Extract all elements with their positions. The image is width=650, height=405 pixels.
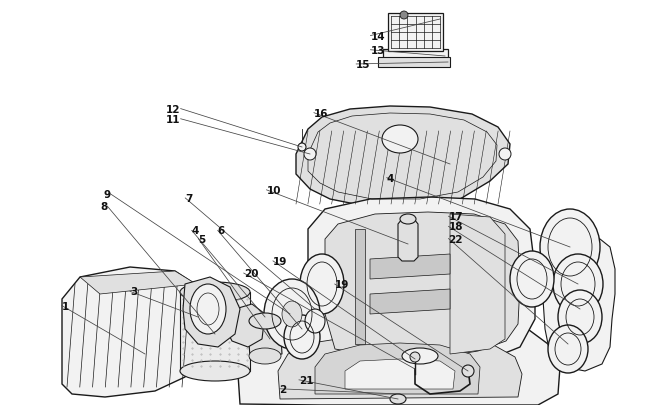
Text: 20: 20 bbox=[244, 269, 258, 278]
Polygon shape bbox=[370, 289, 450, 314]
Text: 9: 9 bbox=[103, 190, 111, 199]
Polygon shape bbox=[370, 254, 450, 279]
Text: 15: 15 bbox=[356, 60, 370, 70]
Text: 4: 4 bbox=[192, 226, 199, 236]
Ellipse shape bbox=[180, 361, 250, 381]
Text: 6: 6 bbox=[218, 226, 225, 236]
Ellipse shape bbox=[462, 365, 474, 377]
Text: 10: 10 bbox=[266, 185, 281, 195]
Polygon shape bbox=[278, 335, 522, 399]
Text: 5: 5 bbox=[198, 234, 205, 244]
Text: 3: 3 bbox=[130, 287, 137, 296]
Text: 1: 1 bbox=[62, 301, 69, 311]
Text: 21: 21 bbox=[299, 375, 313, 385]
Polygon shape bbox=[180, 292, 250, 371]
Text: 17: 17 bbox=[448, 212, 463, 222]
Ellipse shape bbox=[282, 301, 302, 327]
Text: 14: 14 bbox=[370, 32, 385, 41]
Ellipse shape bbox=[390, 394, 406, 404]
Text: 11: 11 bbox=[166, 115, 181, 124]
Text: 19: 19 bbox=[335, 279, 349, 289]
Text: 2: 2 bbox=[280, 384, 287, 394]
Ellipse shape bbox=[510, 252, 554, 307]
Ellipse shape bbox=[499, 149, 511, 161]
Text: 16: 16 bbox=[314, 109, 328, 118]
Polygon shape bbox=[225, 304, 265, 347]
Polygon shape bbox=[355, 230, 365, 344]
Ellipse shape bbox=[400, 12, 408, 20]
Text: 4: 4 bbox=[387, 173, 394, 183]
Ellipse shape bbox=[180, 282, 250, 302]
Ellipse shape bbox=[298, 144, 306, 151]
Ellipse shape bbox=[264, 279, 320, 349]
Text: 12: 12 bbox=[166, 104, 181, 114]
Polygon shape bbox=[543, 231, 615, 371]
Ellipse shape bbox=[190, 284, 226, 334]
Ellipse shape bbox=[410, 352, 420, 362]
Polygon shape bbox=[388, 14, 443, 52]
Ellipse shape bbox=[382, 126, 418, 153]
Text: 7: 7 bbox=[185, 194, 192, 203]
Ellipse shape bbox=[540, 209, 600, 285]
Ellipse shape bbox=[548, 325, 588, 373]
Polygon shape bbox=[378, 58, 450, 68]
Ellipse shape bbox=[304, 149, 316, 161]
Polygon shape bbox=[183, 277, 240, 347]
Text: 19: 19 bbox=[273, 256, 287, 266]
Ellipse shape bbox=[400, 215, 416, 224]
Polygon shape bbox=[398, 220, 418, 261]
Ellipse shape bbox=[249, 348, 281, 364]
Polygon shape bbox=[308, 198, 535, 367]
Polygon shape bbox=[345, 359, 455, 389]
Ellipse shape bbox=[402, 348, 438, 364]
Polygon shape bbox=[450, 215, 505, 354]
Polygon shape bbox=[248, 319, 282, 359]
Text: 22: 22 bbox=[448, 234, 463, 244]
Polygon shape bbox=[383, 50, 448, 60]
Ellipse shape bbox=[558, 290, 602, 344]
Ellipse shape bbox=[284, 315, 320, 359]
Text: 8: 8 bbox=[100, 202, 107, 211]
Text: 18: 18 bbox=[448, 222, 463, 232]
Text: 13: 13 bbox=[370, 46, 385, 55]
Ellipse shape bbox=[249, 313, 281, 329]
Polygon shape bbox=[325, 213, 520, 357]
Polygon shape bbox=[315, 343, 480, 394]
Ellipse shape bbox=[305, 309, 325, 333]
Ellipse shape bbox=[300, 254, 344, 314]
Polygon shape bbox=[62, 267, 200, 397]
Polygon shape bbox=[238, 311, 560, 405]
Polygon shape bbox=[296, 107, 510, 207]
Polygon shape bbox=[80, 271, 196, 294]
Ellipse shape bbox=[553, 254, 603, 314]
